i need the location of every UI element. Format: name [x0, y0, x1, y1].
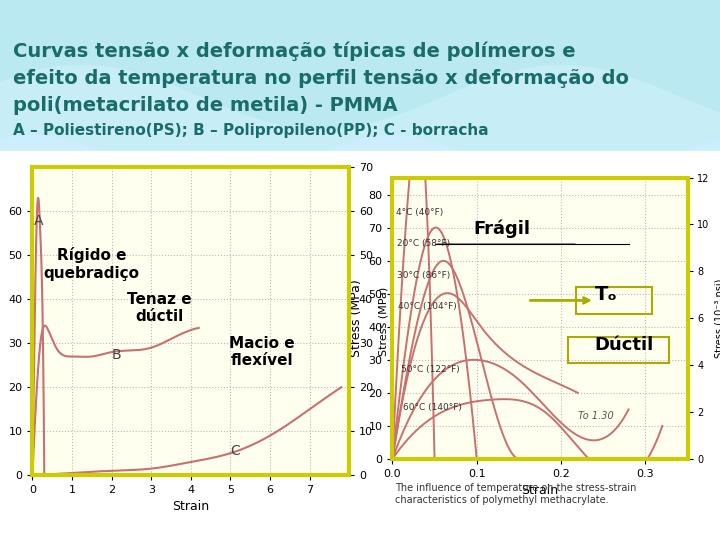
Text: A: A — [35, 213, 44, 227]
Text: The influence of temperature on the stress-strain
characteristics of polymethyl : The influence of temperature on the stre… — [395, 483, 636, 505]
Text: Curvas tensão x deformação típicas de polímeros e: Curvas tensão x deformação típicas de po… — [13, 42, 575, 61]
Text: 40°C (104°F): 40°C (104°F) — [398, 302, 457, 311]
Y-axis label: Stress (MPa): Stress (MPa) — [350, 280, 363, 357]
Text: 60°C (140°F): 60°C (140°F) — [402, 402, 462, 411]
X-axis label: Strain: Strain — [521, 484, 559, 497]
Text: 30°C (86°F): 30°C (86°F) — [397, 271, 451, 280]
Text: 4°C (40°F): 4°C (40°F) — [396, 208, 443, 217]
Text: Tenaz e
dúctil: Tenaz e dúctil — [127, 292, 192, 325]
Polygon shape — [0, 0, 720, 189]
Text: Frágil: Frágil — [474, 220, 531, 238]
Text: Rígido e
quebradiço: Rígido e quebradiço — [44, 247, 140, 281]
Text: 20°C (58°F): 20°C (58°F) — [397, 239, 450, 248]
Text: efeito da temperatura no perfil tensão x deformação do: efeito da temperatura no perfil tensão x… — [13, 69, 629, 88]
Text: C: C — [230, 444, 240, 458]
Text: poli(metacrilato de metila) - PMMA: poli(metacrilato de metila) - PMMA — [13, 96, 397, 115]
Text: Tₒ: Tₒ — [595, 286, 618, 305]
Text: Dúctil: Dúctil — [595, 336, 654, 354]
Text: B: B — [112, 348, 121, 362]
Text: A – Poliestireno(PS); B – Polipropileno(PP); C - borracha: A – Poliestireno(PS); B – Polipropileno(… — [13, 123, 489, 138]
Text: 50°C (122°F): 50°C (122°F) — [401, 365, 459, 374]
X-axis label: Strain: Strain — [172, 501, 210, 514]
Y-axis label: Stress (10⁻³ psi): Stress (10⁻³ psi) — [715, 279, 720, 358]
Y-axis label: Stress (MPa): Stress (MPa) — [0, 282, 3, 360]
Y-axis label: Stress (MPa): Stress (MPa) — [379, 287, 389, 356]
Text: To 1.30: To 1.30 — [578, 411, 613, 421]
Text: Macio e
flexível: Macio e flexível — [229, 336, 295, 368]
Polygon shape — [0, 0, 720, 130]
